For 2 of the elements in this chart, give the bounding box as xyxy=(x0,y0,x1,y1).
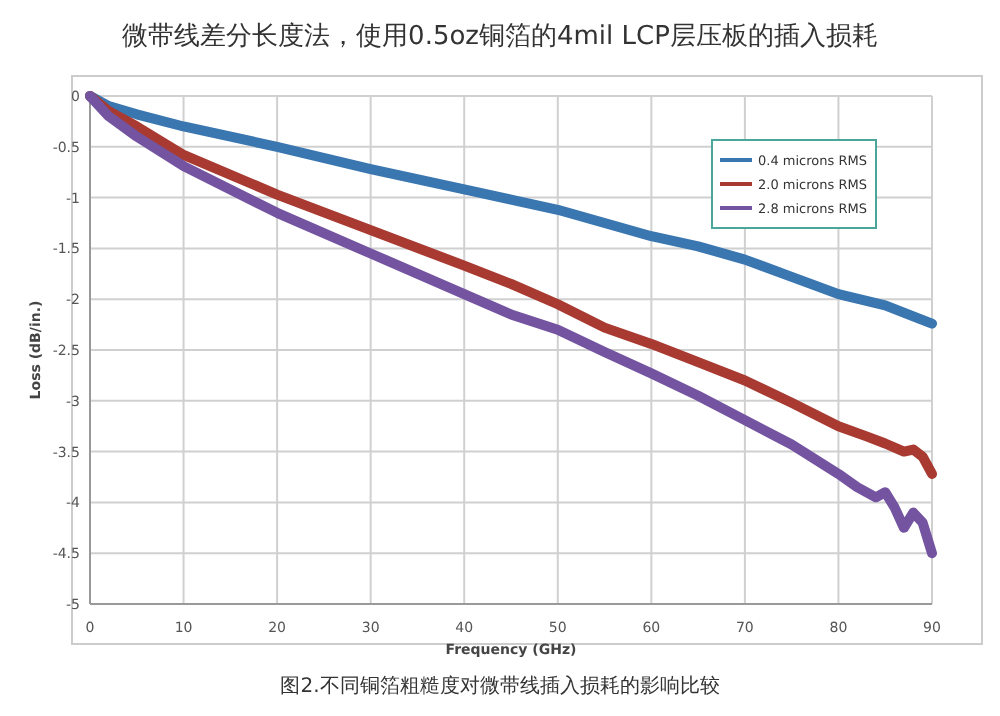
chart-title: 微带线差分长度法，使用0.5oz铜箔的4mil LCP层压板的插入损耗 xyxy=(122,20,878,52)
caption: 图2.不同铜箔粗糙度对微带线插入损耗的影响比较 xyxy=(280,674,720,698)
